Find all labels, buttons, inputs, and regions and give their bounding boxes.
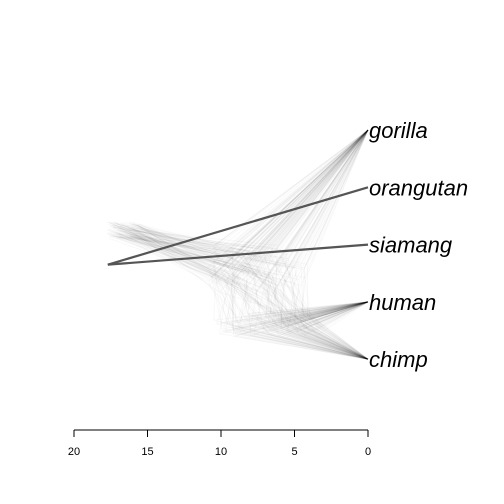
- consensus-branch-siamang: [107, 243, 369, 266]
- tip-label-siamang: siamang: [369, 233, 453, 258]
- consensus-tree-layer: [107, 186, 369, 266]
- x-tick-label-15: 15: [141, 446, 153, 458]
- x-tick-label-5: 5: [291, 446, 297, 458]
- tip-label-chimp: chimp: [369, 347, 428, 372]
- tip-label-gorilla: gorilla: [369, 118, 428, 143]
- x-tick-label-0: 0: [365, 446, 371, 458]
- x-axis: 20 15 10 5 0: [68, 429, 371, 458]
- x-tick-label-20: 20: [68, 446, 80, 458]
- tip-label-human: human: [369, 290, 436, 315]
- x-tick-label-10: 10: [215, 446, 227, 458]
- consensus-branch-orangutan: [107, 186, 369, 266]
- tip-label-orangutan: orangutan: [369, 175, 468, 200]
- tree-sample-layer: [107, 130, 368, 359]
- tip-labels: gorilla orangutan siamang human chimp: [369, 118, 468, 372]
